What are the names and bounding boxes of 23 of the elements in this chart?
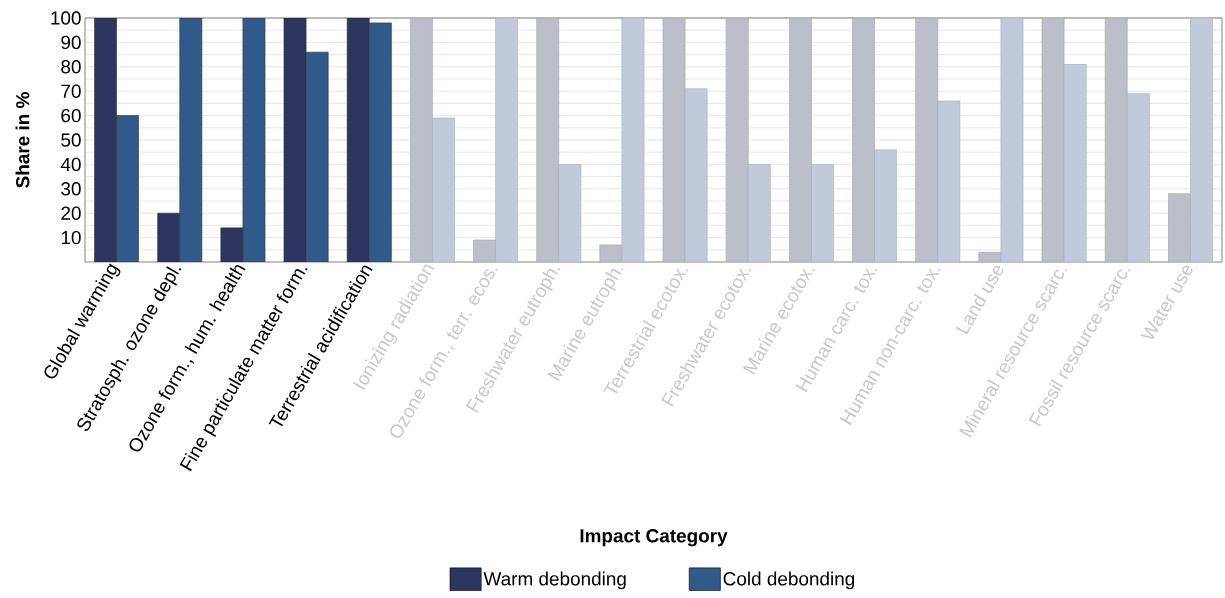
bar	[410, 18, 433, 262]
bar	[1041, 18, 1065, 262]
bar	[1190, 18, 1213, 262]
bar	[621, 18, 645, 262]
legend-label: Warm debonding	[483, 571, 626, 590]
bar	[662, 18, 686, 262]
y-axis-title: Share in %	[15, 92, 30, 188]
y-tick-label: 10	[61, 230, 81, 245]
y-tick-label: 80	[61, 60, 81, 74]
x-axis-title: Impact Category	[580, 529, 728, 547]
y-tick-label: 40	[60, 157, 81, 172]
legend-label: Cold debonding	[723, 571, 855, 590]
y-tick-label: 60	[61, 108, 81, 123]
y-tick-label: 90	[61, 35, 81, 50]
bar	[852, 18, 875, 262]
bar	[1000, 18, 1024, 262]
y-tick-label: 100	[51, 11, 81, 25]
bar	[789, 18, 812, 262]
y-tick-label: 50	[61, 133, 81, 147]
y-tick-label: 70	[61, 84, 81, 98]
y-tick-label: 20	[61, 206, 81, 220]
bar	[495, 18, 518, 262]
y-tick-label: 30	[61, 182, 81, 196]
